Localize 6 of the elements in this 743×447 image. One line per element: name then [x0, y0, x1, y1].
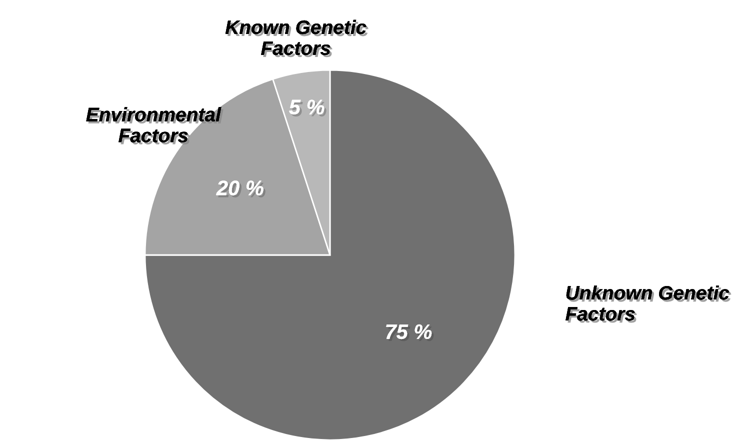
slice-label: Unknown Genetic Factors: [566, 285, 732, 323]
data-label: 5 %: [289, 100, 326, 116]
data-label: 75 %: [386, 324, 434, 342]
data-label: 20 %: [216, 180, 266, 198]
slice-label: Environmental Factors: [86, 107, 224, 144]
slice-label: Known Genetic Factors: [225, 20, 368, 58]
